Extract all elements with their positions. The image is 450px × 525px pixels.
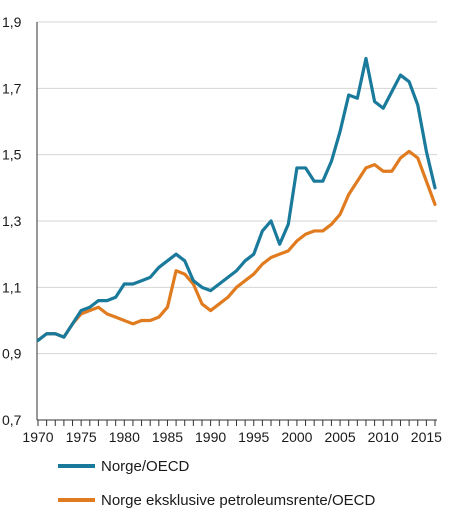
x-tick-label: 2005 xyxy=(324,429,355,445)
x-tick-label: 1975 xyxy=(66,429,97,445)
x-tick-label: 1995 xyxy=(238,429,269,445)
legend: Norge/OECD Norge eksklusive petroleumsren… xyxy=(58,458,375,509)
x-tick-label: 2010 xyxy=(368,429,399,445)
axes xyxy=(36,22,437,426)
y-tick-label: 0,7 xyxy=(2,412,22,428)
tick-labels: 0,7 0,9 1,1 1,3 1,5 1,7 1,9 1970 1975 1980 1985 199… xyxy=(2,14,442,445)
series-line-norge-oecd xyxy=(36,56,437,342)
series-line-norge-eksklusive-petroleumsrente xyxy=(36,149,437,342)
y-tick-label: 0,9 xyxy=(2,346,22,362)
y-tick-label: 1,5 xyxy=(2,147,22,163)
y-tick-label: 1,1 xyxy=(2,279,22,295)
y-tick-label: 1,3 xyxy=(2,213,22,229)
x-tick-label: 1990 xyxy=(195,429,226,445)
x-tick-label: 2015 xyxy=(411,429,442,445)
legend-label: Norge/OECD xyxy=(101,458,190,475)
x-tick-label: 2000 xyxy=(281,429,312,445)
y-tick-label: 1,9 xyxy=(2,14,22,30)
x-tick-label: 1985 xyxy=(152,429,183,445)
grid-lines xyxy=(37,21,437,355)
legend-label: Norge eksklusive petroleumsrente/OECD xyxy=(101,492,375,509)
series-lines xyxy=(36,56,437,342)
x-tick-label: 1980 xyxy=(109,429,140,445)
x-tick-label: 1970 xyxy=(22,429,53,445)
y-tick-label: 1,7 xyxy=(2,80,22,96)
